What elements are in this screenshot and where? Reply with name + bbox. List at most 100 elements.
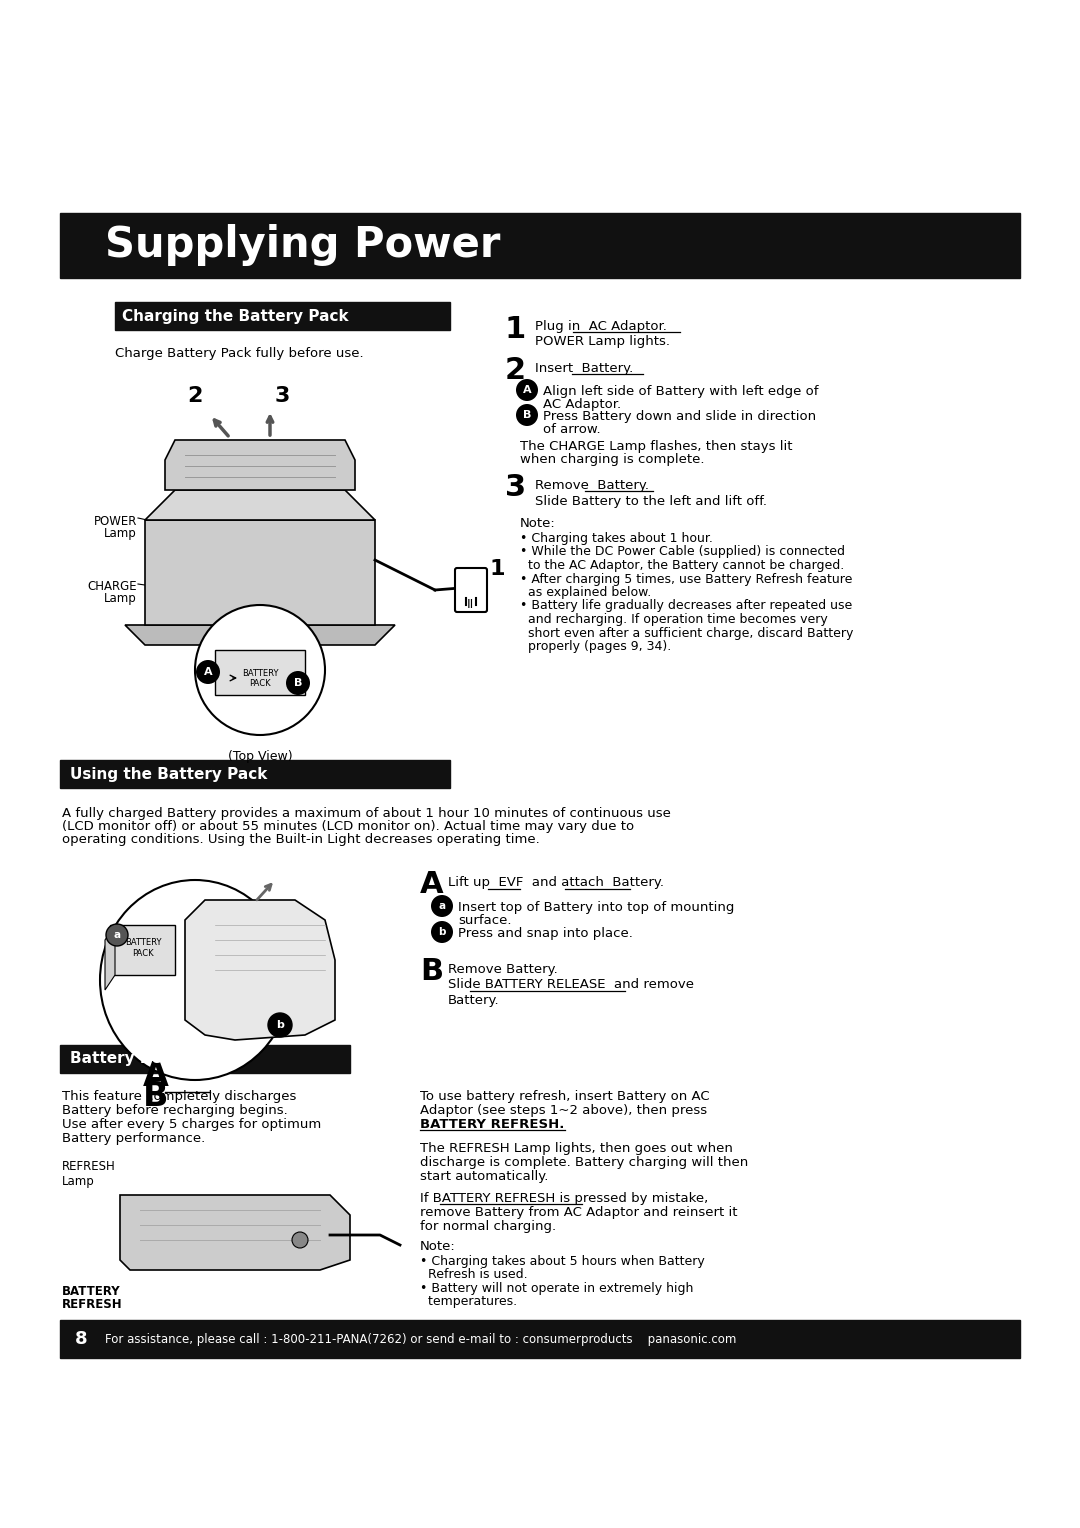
- Ellipse shape: [100, 880, 291, 1080]
- Text: PACK: PACK: [249, 678, 271, 688]
- Text: If BATTERY REFRESH is pressed by mistake,: If BATTERY REFRESH is pressed by mistake…: [420, 1192, 708, 1206]
- Text: B: B: [294, 678, 302, 688]
- Text: 1: 1: [490, 559, 505, 579]
- Text: Insert  Battery.: Insert Battery.: [535, 362, 633, 374]
- Text: REFRESH
Lamp: REFRESH Lamp: [62, 1160, 116, 1187]
- Text: 8: 8: [75, 1329, 87, 1348]
- Text: remove Battery from AC Adaptor and reinsert it: remove Battery from AC Adaptor and reins…: [420, 1206, 738, 1219]
- Text: Using the Battery Pack: Using the Battery Pack: [70, 767, 268, 781]
- Text: and recharging. If operation time becomes very: and recharging. If operation time become…: [519, 613, 827, 626]
- Text: Charge Battery Pack fully before use.: Charge Battery Pack fully before use.: [114, 347, 364, 361]
- Text: A: A: [143, 1060, 168, 1093]
- Polygon shape: [110, 924, 175, 975]
- Text: to the AC Adaptor, the Battery cannot be charged.: to the AC Adaptor, the Battery cannot be…: [519, 559, 845, 571]
- Text: A: A: [523, 385, 531, 396]
- Text: for normal charging.: for normal charging.: [420, 1219, 556, 1233]
- Bar: [60, 1320, 1020, 1358]
- Text: Supplying Power: Supplying Power: [105, 225, 500, 266]
- Text: • Charging takes about 5 hours when Battery: • Charging takes about 5 hours when Batt…: [420, 1254, 705, 1268]
- Bar: [60, 759, 450, 788]
- Polygon shape: [165, 440, 355, 490]
- Circle shape: [516, 379, 538, 400]
- Text: A: A: [204, 668, 213, 677]
- Text: Charging the Battery Pack: Charging the Battery Pack: [122, 309, 349, 324]
- Text: 3: 3: [275, 387, 291, 406]
- Text: This feature completely discharges: This feature completely discharges: [62, 1089, 296, 1103]
- Text: Lamp: Lamp: [105, 527, 137, 539]
- Text: A fully charged Battery provides a maximum of about 1 hour 10 minutes of continu: A fully charged Battery provides a maxim…: [62, 807, 671, 821]
- Text: (LCD monitor off) or about 55 minutes (LCD monitor on). Actual time may vary due: (LCD monitor off) or about 55 minutes (L…: [62, 821, 634, 833]
- Text: a: a: [113, 931, 121, 940]
- Circle shape: [195, 605, 325, 735]
- Text: short even after a sufficient charge, discard Battery: short even after a sufficient charge, di…: [519, 626, 853, 640]
- Text: temperatures.: temperatures.: [420, 1296, 517, 1308]
- Text: Press Battery down and slide in direction: Press Battery down and slide in directio…: [543, 410, 816, 423]
- Text: 2: 2: [187, 387, 202, 406]
- Text: Battery before recharging begins.: Battery before recharging begins.: [62, 1105, 287, 1117]
- Text: Use after every 5 charges for optimum: Use after every 5 charges for optimum: [62, 1118, 321, 1131]
- Text: • While the DC Power Cable (supplied) is connected: • While the DC Power Cable (supplied) is…: [519, 545, 845, 559]
- Text: 2: 2: [505, 356, 526, 385]
- Bar: [60, 212, 1020, 278]
- Text: (Top View): (Top View): [228, 750, 293, 762]
- Text: POWER: POWER: [94, 515, 137, 529]
- Text: The CHARGE Lamp flashes, then stays lit: The CHARGE Lamp flashes, then stays lit: [519, 440, 793, 452]
- Text: Remove Battery.: Remove Battery.: [448, 963, 557, 976]
- Text: • Battery life gradually decreases after repeated use: • Battery life gradually decreases after…: [519, 599, 852, 613]
- Circle shape: [431, 921, 453, 943]
- Polygon shape: [125, 625, 395, 645]
- Bar: [114, 303, 450, 330]
- Text: when charging is complete.: when charging is complete.: [519, 452, 704, 466]
- Text: a: a: [438, 902, 446, 911]
- Circle shape: [516, 403, 538, 426]
- Text: Remove  Battery.: Remove Battery.: [535, 478, 649, 492]
- Text: For assistance, please call : 1-800-211-PANA(7262) or send e-mail to : consumerp: For assistance, please call : 1-800-211-…: [105, 1332, 737, 1346]
- Text: BATTERY: BATTERY: [242, 669, 279, 677]
- Bar: [60, 1045, 350, 1073]
- Text: surface.: surface.: [458, 914, 512, 927]
- Text: Lamp: Lamp: [105, 591, 137, 605]
- Text: BATTERY
PACK: BATTERY PACK: [125, 938, 161, 958]
- Text: • Charging takes about 1 hour.: • Charging takes about 1 hour.: [519, 532, 713, 545]
- Text: REFRESH: REFRESH: [62, 1297, 123, 1311]
- Polygon shape: [145, 490, 375, 520]
- Text: Note:: Note:: [519, 516, 556, 530]
- Text: Insert top of Battery into top of mounting: Insert top of Battery into top of mounti…: [458, 902, 734, 914]
- Text: start automatically.: start automatically.: [420, 1170, 549, 1183]
- Text: • Battery will not operate in extremely high: • Battery will not operate in extremely …: [420, 1282, 693, 1296]
- Text: B: B: [143, 1080, 168, 1112]
- Text: properly (pages 9, 34).: properly (pages 9, 34).: [519, 640, 672, 652]
- Text: discharge is complete. Battery charging will then: discharge is complete. Battery charging …: [420, 1157, 748, 1169]
- Text: The REFRESH Lamp lights, then goes out when: The REFRESH Lamp lights, then goes out w…: [420, 1141, 733, 1155]
- Text: Align left side of Battery with left edge of: Align left side of Battery with left edg…: [543, 385, 819, 397]
- Text: BATTERY REFRESH.: BATTERY REFRESH.: [420, 1118, 565, 1131]
- Polygon shape: [105, 924, 114, 990]
- Text: operating conditions. Using the Built-in Light decreases operating time.: operating conditions. Using the Built-in…: [62, 833, 540, 847]
- Text: b: b: [438, 927, 446, 937]
- Text: Battery performance.: Battery performance.: [62, 1132, 205, 1144]
- Text: To use battery refresh, insert Battery on AC: To use battery refresh, insert Battery o…: [420, 1089, 710, 1103]
- Text: 1: 1: [505, 315, 526, 344]
- Text: Plug in  AC Adaptor.: Plug in AC Adaptor.: [535, 319, 666, 333]
- Text: B: B: [523, 410, 531, 420]
- Text: Slide Battery to the left and lift off.: Slide Battery to the left and lift off.: [535, 495, 767, 507]
- Text: 3: 3: [505, 474, 526, 503]
- Text: Battery.: Battery.: [448, 995, 500, 1007]
- Polygon shape: [185, 900, 335, 1041]
- Text: • After charging 5 times, use Battery Refresh feature: • After charging 5 times, use Battery Re…: [519, 573, 852, 585]
- Text: AC Adaptor.: AC Adaptor.: [543, 397, 621, 411]
- Text: Press and snap into place.: Press and snap into place.: [458, 927, 633, 940]
- Polygon shape: [120, 1195, 350, 1270]
- Text: of arrow.: of arrow.: [543, 423, 600, 435]
- Circle shape: [292, 1232, 308, 1248]
- Text: CHARGE: CHARGE: [87, 581, 137, 593]
- Text: as explained below.: as explained below.: [519, 587, 651, 599]
- Text: BATTERY: BATTERY: [62, 1285, 121, 1297]
- Text: Adaptor (see steps 1~2 above), then press: Adaptor (see steps 1~2 above), then pres…: [420, 1105, 707, 1117]
- Circle shape: [431, 895, 453, 917]
- Text: Note:: Note:: [420, 1241, 456, 1253]
- Polygon shape: [215, 649, 305, 695]
- Circle shape: [268, 1013, 292, 1038]
- FancyBboxPatch shape: [455, 568, 487, 613]
- Circle shape: [195, 660, 220, 685]
